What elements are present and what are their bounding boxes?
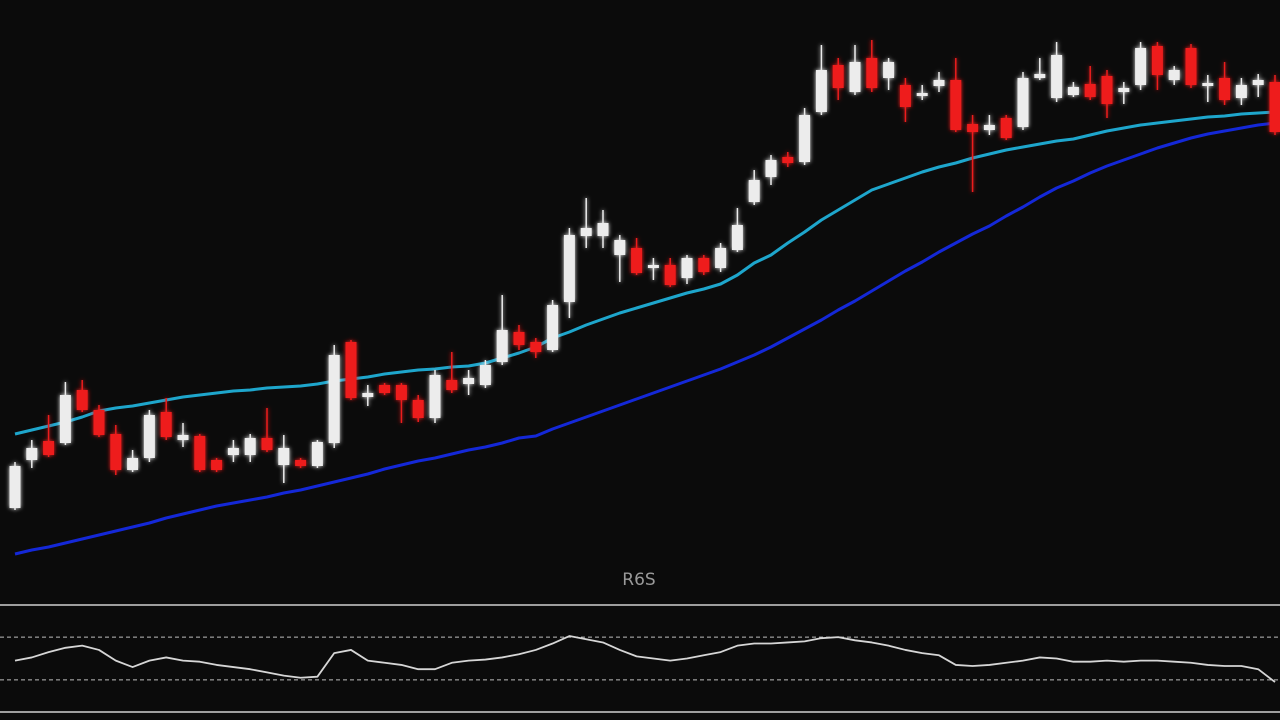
indicator-title: R6S: [622, 570, 655, 590]
candle-body: [1067, 87, 1079, 95]
candle-body: [1235, 85, 1247, 98]
candle-body: [76, 390, 88, 410]
candle-body: [597, 223, 609, 236]
candle-body: [983, 125, 995, 130]
candle-body: [1151, 46, 1163, 75]
candle-body: [664, 265, 676, 285]
candle-body: [614, 240, 626, 255]
candle-body: [563, 235, 575, 302]
moving-average: [14, 110, 1276, 436]
candle-body: [295, 460, 307, 466]
candle-body: [698, 258, 710, 272]
candles: [9, 40, 1280, 510]
candle-body: [479, 365, 491, 385]
candle-body: [1269, 82, 1280, 132]
candle-body: [731, 225, 743, 250]
candle-body: [278, 448, 290, 465]
candle-body: [799, 115, 811, 162]
candle-body: [328, 355, 340, 443]
candle-body: [110, 434, 122, 470]
candle-body: [748, 180, 760, 202]
candle-body: [463, 378, 475, 384]
candle-body: [160, 412, 172, 437]
candle-body: [1084, 84, 1096, 97]
candle-body: [815, 70, 827, 112]
candle-body: [950, 80, 962, 130]
candle-body: [1168, 70, 1180, 80]
candle-body: [933, 80, 945, 86]
candle-body: [311, 442, 323, 466]
candle-body: [1185, 48, 1197, 85]
candle-body: [429, 375, 441, 418]
candle-body: [59, 395, 71, 443]
candle-body: [681, 258, 693, 278]
candle-body: [1101, 76, 1113, 104]
candle-body: [1017, 78, 1029, 127]
candle-body: [227, 448, 239, 455]
candle-body: [127, 458, 139, 470]
candle-body: [1034, 74, 1046, 78]
candle-body: [194, 436, 206, 470]
candle-body: [547, 305, 559, 350]
candle-body: [9, 466, 21, 508]
candle-body: [1000, 118, 1012, 138]
candle-body: [1135, 48, 1147, 85]
candle-body: [395, 385, 407, 400]
candle-body: [211, 460, 223, 470]
candle-body: [1202, 83, 1214, 86]
candle-body: [765, 160, 777, 177]
candle-body: [866, 58, 878, 88]
candle-body: [513, 332, 525, 345]
candle-body: [580, 228, 592, 236]
candle-body: [530, 342, 542, 352]
candle-body: [362, 393, 374, 397]
candle-body: [1252, 80, 1264, 85]
candle-body: [631, 248, 643, 273]
candle-body: [832, 65, 844, 88]
moving-average: [14, 121, 1276, 556]
candle-body: [715, 248, 727, 268]
candle-body: [345, 342, 357, 398]
candle-body: [26, 448, 38, 460]
candle-body: [43, 441, 55, 455]
candle-body: [967, 124, 979, 132]
candle-body: [1051, 55, 1063, 98]
candle-body: [916, 93, 928, 96]
candle-body: [261, 438, 273, 450]
candle-body: [244, 438, 256, 455]
candle-body: [379, 385, 391, 393]
candle-body: [1219, 78, 1231, 100]
candle-body: [849, 62, 861, 92]
candle-body: [93, 410, 105, 435]
candle-body: [446, 380, 458, 390]
candle-body: [177, 435, 189, 440]
candle-body: [496, 330, 508, 362]
candle-body: [782, 157, 794, 163]
indicator-line: [14, 635, 1276, 683]
candle-body: [899, 85, 911, 107]
candle-body: [647, 265, 659, 268]
candle-body: [1118, 88, 1130, 92]
candle-body: [143, 415, 155, 458]
candle-body: [883, 62, 895, 78]
candle-body: [412, 400, 424, 418]
